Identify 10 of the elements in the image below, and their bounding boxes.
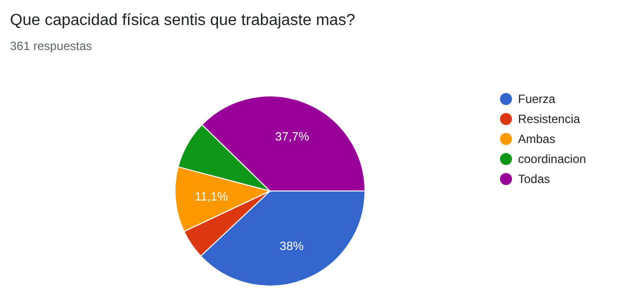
data-label: 37,7%: [275, 129, 310, 144]
data-label: 11,1%: [194, 189, 228, 204]
legend-label: Resistencia: [518, 112, 580, 126]
legend-label: Todas: [518, 172, 550, 186]
chart-title: Que capacidad física sentis que trabajaste mas?: [10, 12, 356, 30]
data-label: 38%: [280, 238, 304, 253]
legend-label: Fuerza: [518, 92, 556, 106]
legend-label: Ambas: [518, 132, 556, 146]
legend-label: coordinacion: [518, 152, 586, 166]
text: 361 respuestas: [10, 39, 92, 53]
